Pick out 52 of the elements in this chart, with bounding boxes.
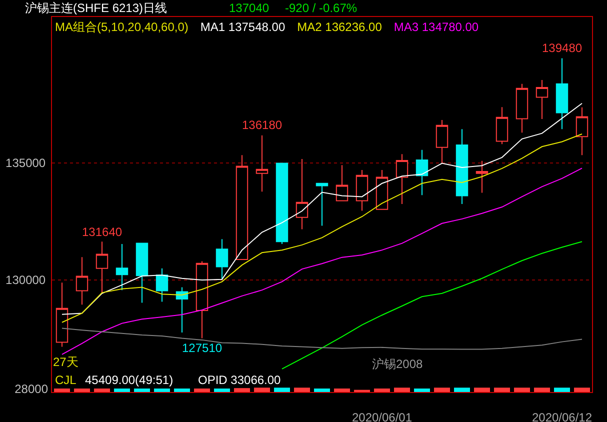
text: 137040 (229, 1, 270, 15)
line-series (62, 168, 582, 355)
candlestick (516, 83, 528, 134)
candlestick (196, 260, 208, 339)
text: MA1 137548.00 (200, 20, 286, 34)
text: CJL (55, 373, 76, 387)
text: 28000 (14, 382, 48, 396)
candlestick (476, 160, 488, 194)
annotation: 127510 (182, 341, 222, 355)
text: -920 / -0.67% (285, 1, 358, 15)
candlestick (56, 282, 68, 348)
candlestick (376, 170, 388, 210)
y-tick-label: 130000 (6, 273, 46, 288)
candlestick (576, 106, 588, 156)
annotation: 27天 (53, 355, 78, 369)
legend-title: MA组合(5,10,20,40,60,0) (55, 20, 188, 34)
candlestick (156, 268, 168, 302)
candlestick (276, 162, 288, 244)
candlestick (216, 238, 228, 281)
text: MA3 134780.00 (394, 20, 479, 34)
y-tick-label: 135000 (6, 156, 46, 170)
candlestick (296, 158, 308, 230)
candlestick (76, 256, 88, 306)
annotation: 136180 (242, 118, 282, 132)
candlestick (436, 119, 448, 164)
annotation: 139480 (542, 41, 582, 55)
candlestick (496, 106, 508, 145)
line-series (62, 134, 582, 323)
candlestick (356, 170, 368, 212)
line-series (62, 102, 582, 315)
candlestick (136, 242, 148, 304)
x-tick-label: 2020/06/12 (532, 410, 592, 422)
candlestick (556, 58, 568, 130)
candlestick (176, 286, 188, 333)
candlestick (396, 154, 408, 204)
annotation: 131640 (82, 225, 122, 239)
text: MA2 136236.00 (297, 20, 382, 34)
candlestick (236, 154, 248, 260)
candlestick (336, 164, 348, 202)
candlestick (256, 134, 268, 192)
candlestick (416, 149, 428, 196)
candlestick (96, 241, 108, 294)
x-tick-label: 2020/06/01 (352, 410, 412, 422)
text: OPID 33066.00 (198, 373, 281, 387)
candlestick (316, 182, 328, 226)
text: 45409.00(49:51) (85, 373, 174, 387)
line-series (282, 241, 582, 370)
candlestick (536, 79, 548, 120)
candlestick (456, 128, 468, 204)
annotation: 沪锡2008 (372, 357, 423, 371)
chart-title: 沪锡主连(SHFE 6213)日线 (25, 1, 168, 15)
candlestick (116, 243, 128, 291)
